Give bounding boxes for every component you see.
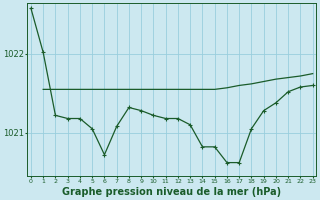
X-axis label: Graphe pression niveau de la mer (hPa): Graphe pression niveau de la mer (hPa) [62, 187, 281, 197]
